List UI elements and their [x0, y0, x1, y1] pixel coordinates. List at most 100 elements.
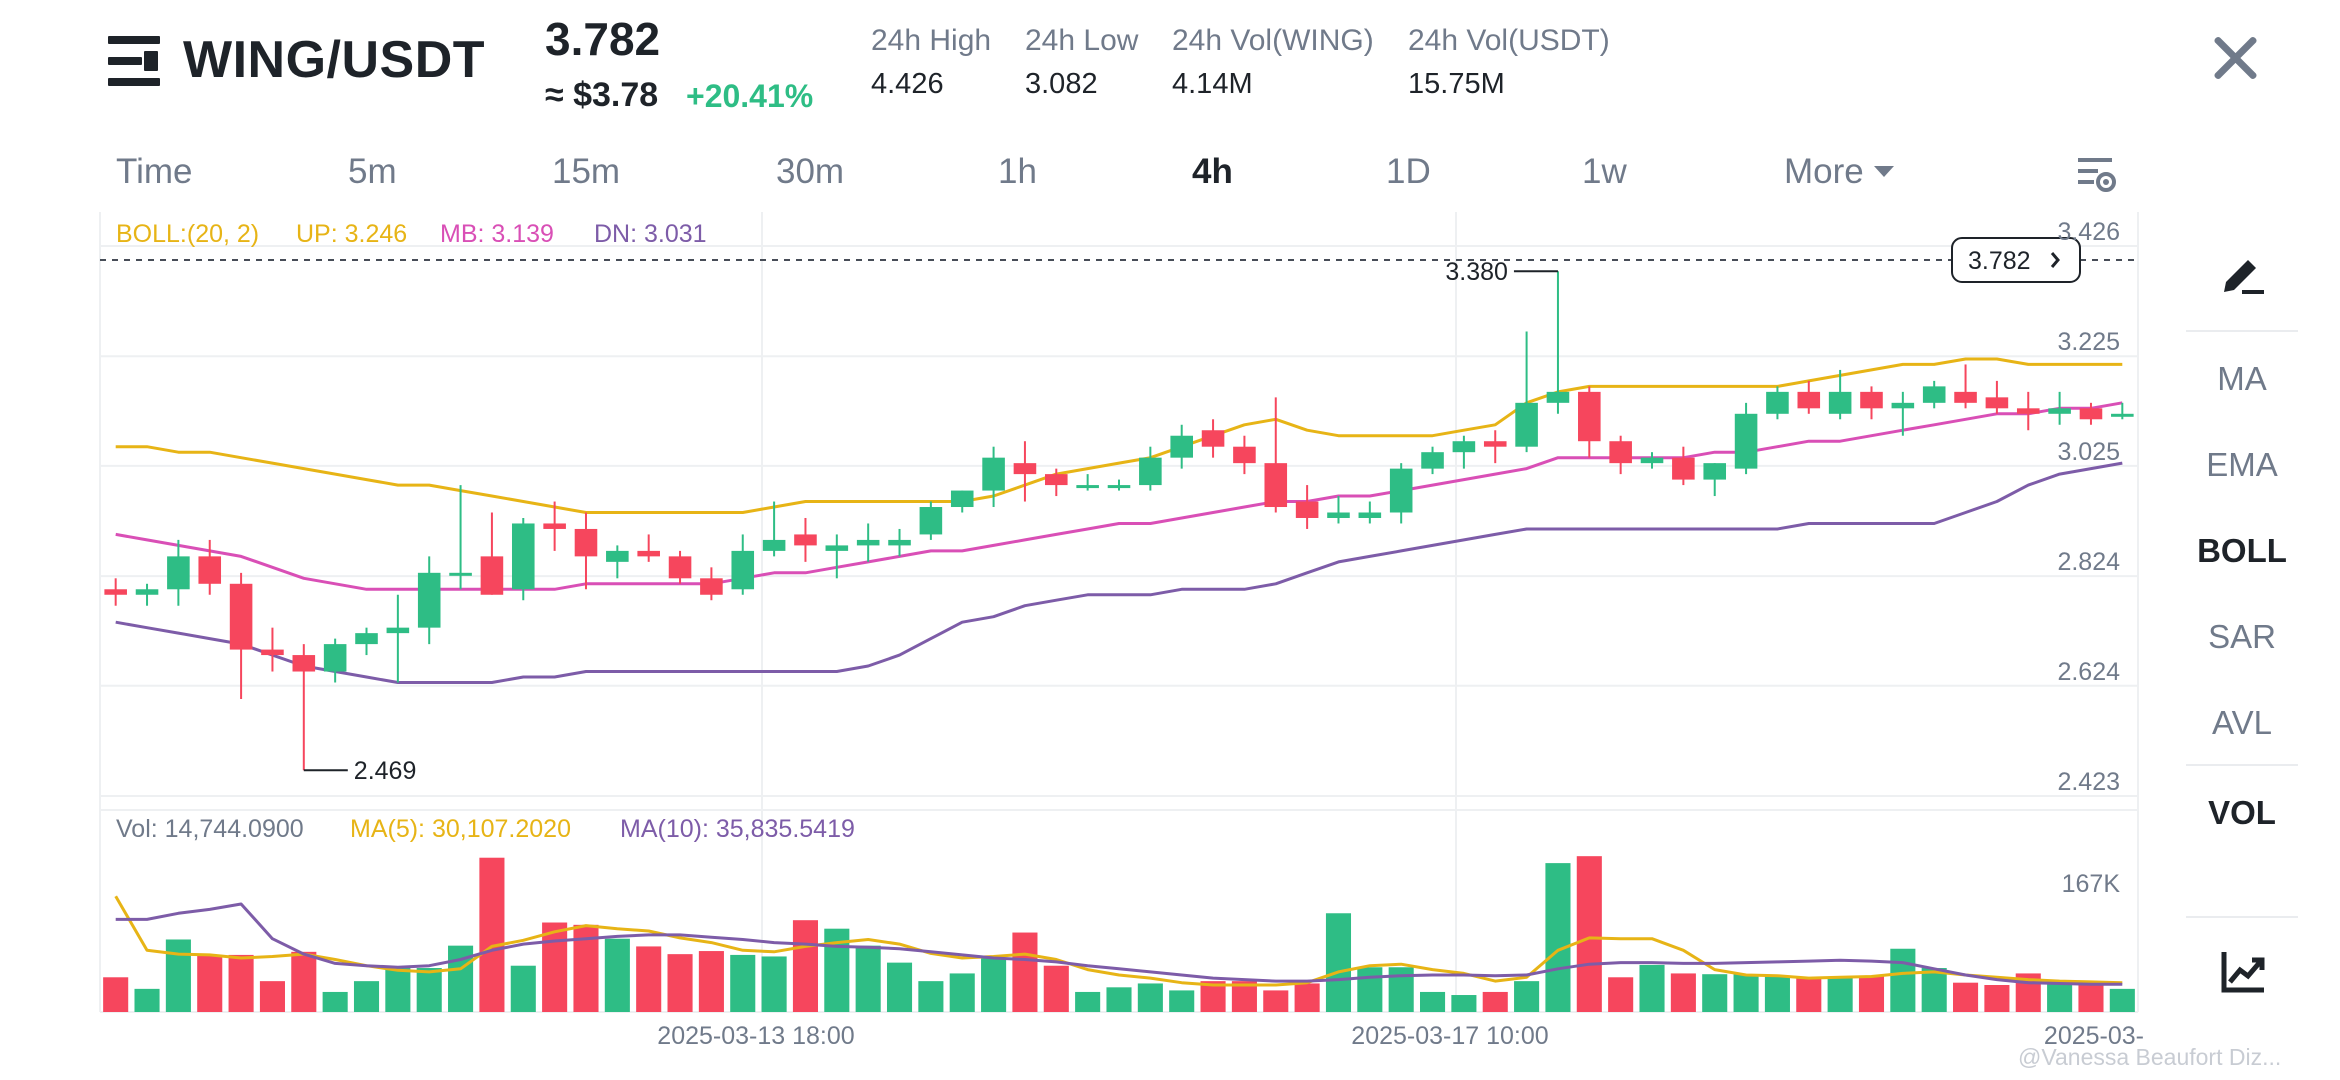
chart-settings-icon[interactable]: [2074, 152, 2118, 196]
indicator-ma[interactable]: MA: [2217, 360, 2267, 397]
bollinger-bands: [115, 357, 2123, 684]
candle: [1609, 435, 1632, 475]
volume-bar: [1953, 982, 1979, 1012]
indicator-list-overflow[interactable]: [2186, 874, 2298, 890]
candle: [1985, 380, 2009, 414]
volume-ma-lines: [114, 895, 2123, 987]
candle: [1233, 435, 1256, 475]
candlesticks: [104, 271, 2134, 771]
volume-bar: [103, 977, 129, 1012]
tab-15m[interactable]: 15m: [552, 152, 621, 191]
indicator-boll[interactable]: BOLL: [2197, 532, 2287, 569]
price-axis-label: 2.423: [2057, 768, 2120, 796]
candle: [1546, 271, 1570, 414]
tab-more[interactable]: More: [1784, 152, 1894, 192]
indicator-avl[interactable]: AVL: [2212, 704, 2272, 741]
usd-price: ≈ $3.78: [545, 76, 659, 114]
volume-bar: [1043, 965, 1069, 1012]
volume-bar: [855, 945, 881, 1012]
candle: [1828, 369, 1852, 420]
time-axis-label: 2025-03-: [2044, 1022, 2144, 1050]
candle: [2016, 391, 2040, 431]
volume-bar: [1984, 985, 2010, 1012]
indicator-vol[interactable]: VOL: [2208, 794, 2276, 831]
stat-label: 24h Low: [1025, 24, 1139, 57]
pair-title[interactable]: WING/USDT: [183, 31, 486, 89]
volume-bar: [1325, 913, 1352, 1012]
candle: [1421, 446, 1444, 475]
price-axis-label: 3.426: [2057, 218, 2120, 246]
candle: [1483, 430, 1507, 464]
tab-4h[interactable]: 4h: [1192, 152, 1233, 191]
indicator-sar[interactable]: SAR: [2208, 618, 2276, 655]
tab-time[interactable]: Time: [116, 152, 193, 191]
candle: [480, 512, 504, 595]
candle: [1201, 419, 1225, 458]
tab-30m[interactable]: 30m: [776, 152, 845, 191]
candle: [950, 490, 974, 513]
menu-icon[interactable]: [108, 36, 160, 86]
candle: [1013, 441, 1037, 502]
caret-down-icon: [1873, 166, 1894, 177]
stat-24h-vol-wing: 24h Vol(WING) 4.14M: [1172, 24, 1374, 101]
volume-bar: [228, 954, 254, 1012]
volume-bar: [165, 939, 191, 1012]
candle: [229, 572, 253, 699]
candle: [1295, 485, 1319, 529]
max-price-marker: 3.380: [1445, 258, 1508, 286]
volume-bar: [1545, 863, 1571, 1012]
stat-value: 4.426: [871, 68, 944, 100]
candle: [449, 485, 472, 590]
volume-bar: [197, 954, 223, 1012]
candle: [856, 523, 880, 562]
stat-24h-vol-usdt: 24h Vol(USDT) 15.75M: [1408, 24, 1610, 101]
candle: [1797, 380, 1821, 414]
volume-bar: [761, 956, 787, 1012]
tab-1w[interactable]: 1w: [1582, 152, 1627, 191]
tab-5m[interactable]: 5m: [348, 152, 397, 191]
volume-bar: [636, 946, 662, 1012]
volume-bar: [792, 920, 819, 1012]
candle: [1766, 386, 1789, 420]
volume-bar: [886, 962, 913, 1012]
candle: [1327, 496, 1350, 524]
toolbar-divider: [2186, 330, 2298, 332]
volume-bar: [1451, 995, 1477, 1012]
indicator-ema[interactable]: EMA: [2206, 446, 2278, 483]
indicator-chart-icon[interactable]: [2218, 948, 2268, 996]
axis-labels: 3.380 2.469 3.782 3.426 3.225 3.025 2.824 2.624…: [100, 218, 2144, 1050]
price-axis-label: 3.025: [2057, 438, 2120, 466]
stat-24h-low: 24h Low 3.082: [1025, 24, 1138, 101]
tab-1h[interactable]: 1h: [998, 152, 1037, 191]
volume-bar: [322, 991, 348, 1012]
price-axis-label: 3.225: [2057, 328, 2120, 356]
volume-bar: [1827, 977, 1853, 1012]
volume-bar: [1858, 976, 1885, 1012]
candle: [198, 539, 222, 595]
vol-ma5-line: [114, 895, 2123, 987]
price-axis-label: 2.624: [2057, 658, 2120, 686]
current-price-tag[interactable]: 3.782: [1951, 237, 2081, 283]
candle: [292, 644, 316, 771]
candle: [2079, 402, 2103, 425]
volume-bar: [1106, 987, 1132, 1012]
volume-bar: [259, 981, 285, 1012]
draw-tool-icon[interactable]: [2218, 248, 2268, 296]
candle: [543, 501, 566, 551]
volume-bar: [291, 951, 317, 1012]
boll-legend-title: BOLL:(20, 2): [116, 220, 260, 248]
volume-bar: [510, 965, 536, 1012]
stat-label: 24h Vol(USDT): [1408, 24, 1610, 57]
candle: [1452, 435, 1476, 469]
candle: [1672, 446, 1695, 486]
toolbar-divider: [2186, 916, 2298, 918]
candle: [1076, 474, 1099, 491]
watermark-text: @Vanessa Beaufort Diz...: [2018, 1044, 2282, 1070]
candle: [1170, 424, 1193, 469]
candle: [731, 534, 755, 595]
tab-1d[interactable]: 1D: [1386, 152, 1431, 191]
candle: [606, 545, 629, 579]
candle: [1640, 452, 1664, 469]
vol-legend-ma5: MA(5): 30,107.2020: [350, 815, 571, 843]
